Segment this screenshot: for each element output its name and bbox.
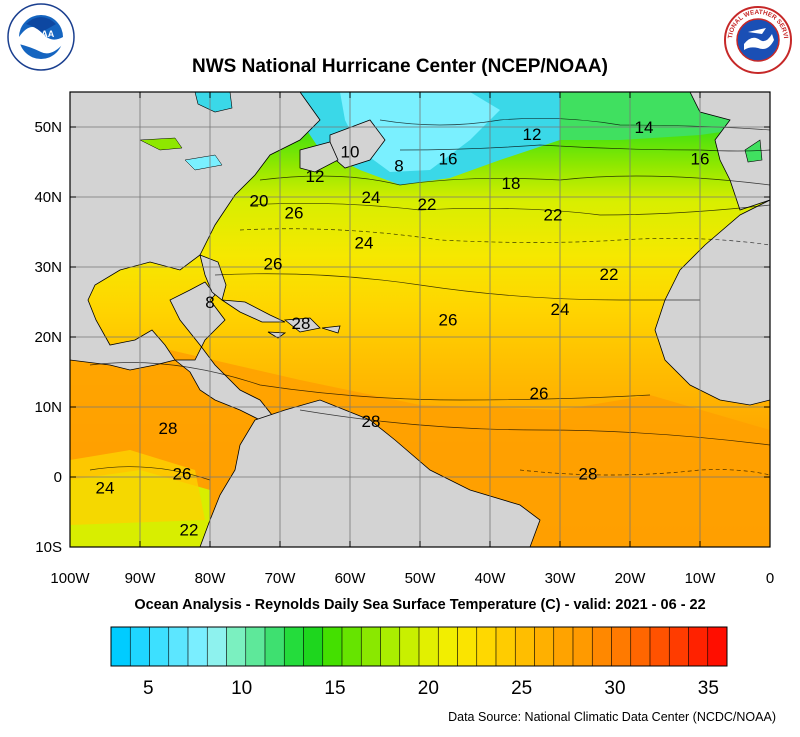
- colorbar-swatch: [264, 626, 285, 667]
- lat-tick-label: 20N: [34, 329, 62, 346]
- lat-tick-label: 10S: [35, 539, 62, 556]
- lon-tick-label: 40W: [475, 570, 507, 587]
- colorbar-swatch: [187, 626, 208, 667]
- colorbar-swatch: [534, 626, 555, 667]
- colorbar-swatch: [630, 626, 651, 667]
- colorbar-tick-label: 30: [604, 678, 625, 699]
- contour-label: 22: [544, 206, 563, 225]
- lon-tick-label: 30W: [545, 570, 577, 587]
- lon-tick-label: 50W: [405, 570, 437, 587]
- lat-tick-label: 40N: [34, 189, 62, 206]
- colorbar-swatch: [591, 626, 613, 667]
- lon-tick-label: 90W: [125, 570, 157, 587]
- colorbar-swatch: [322, 626, 343, 667]
- colorbar-swatch: [495, 626, 516, 667]
- colorbar-swatch: [360, 626, 382, 667]
- colorbar-swatch: [553, 626, 574, 667]
- contour-label: 26: [173, 465, 192, 484]
- contour-label: 22: [418, 195, 437, 214]
- contour-label: 22: [180, 521, 199, 540]
- contour-label: 8: [205, 293, 214, 312]
- contour-label: 14: [635, 118, 654, 137]
- colorbar-swatch: [283, 626, 305, 667]
- lat-tick-label: 10N: [34, 399, 62, 416]
- contour-lines: [89, 117, 770, 481]
- colorbar-tick-label: 25: [511, 678, 532, 699]
- contour-label: 26: [439, 311, 458, 330]
- colorbar-swatch: [457, 626, 478, 667]
- contour-label: 28: [292, 314, 311, 333]
- chart-title: NWS National Hurricane Center (NCEP/NOAA…: [192, 56, 608, 77]
- data-source-credit: Data Source: National Climatic Data Cent…: [448, 710, 776, 724]
- colorbar-tick-label: 20: [418, 678, 439, 699]
- contour-label: 28: [579, 465, 598, 484]
- colorbar-swatch: [688, 626, 709, 667]
- lon-tick-label: 80W: [195, 570, 227, 587]
- noaa-logo-text: NOAA: [28, 29, 55, 39]
- contour-label: 8: [394, 157, 403, 176]
- lon-tick-label: 60W: [335, 570, 367, 587]
- lon-tick-label: 70W: [265, 570, 297, 587]
- colorbar-tick-label: 35: [698, 678, 719, 699]
- contour-label: 28: [362, 412, 381, 431]
- contour-label: 18: [502, 174, 521, 193]
- contour-label: 12: [523, 125, 542, 144]
- africa-land: [654, 199, 770, 406]
- colorbar-swatch: [611, 626, 632, 667]
- colorbar-swatch: [649, 626, 670, 667]
- colorbar-tick-label: 10: [231, 678, 252, 699]
- colorbar-swatch: [110, 626, 131, 667]
- lat-tick-label: 0: [54, 469, 62, 486]
- contour-labels: 12 14 16 10 8 16 12 18 20 24 22 26 22 24 26 22 8 28 26 24 26…: [96, 118, 710, 540]
- colorbar-tick-label: 15: [324, 678, 345, 699]
- colorbar: 5 10 15 20 25 30 35: [110, 626, 728, 699]
- colorbar-swatch: [245, 626, 266, 667]
- contour-label: 26: [285, 203, 304, 222]
- colorbar-swatch: [226, 626, 247, 667]
- contour-label: 12: [306, 167, 325, 186]
- lat-tick-label: 50N: [34, 119, 62, 136]
- nws-logo: NATIONAL WEATHER SERVICE: [722, 4, 792, 74]
- colorbar-swatch: [418, 626, 439, 667]
- colorbar-swatch: [168, 626, 189, 667]
- colorbar-swatch: [129, 626, 151, 667]
- colorbar-swatch: [206, 626, 228, 667]
- colorbar-swatch: [380, 626, 401, 667]
- contour-label: 16: [439, 150, 458, 169]
- colorbar-swatch: [514, 626, 536, 667]
- lat-tick-label: 30N: [34, 259, 62, 276]
- lon-tick-label: 0: [766, 570, 774, 587]
- contour-label: 26: [530, 384, 549, 403]
- colorbar-swatch: [149, 626, 170, 667]
- map-subtitle: Ocean Analysis - Reynolds Daily Sea Surf…: [134, 597, 706, 613]
- colorbar-swatch: [707, 626, 728, 667]
- contour-label: 22: [600, 265, 619, 284]
- contour-label: 26: [264, 255, 283, 274]
- contour-label: 24: [362, 188, 381, 207]
- colorbar-tick-label: 5: [143, 678, 154, 699]
- contour-label: 24: [96, 479, 115, 498]
- colorbar-swatch: [437, 626, 459, 667]
- contour-label: 24: [551, 300, 570, 319]
- map-ticks: 100W 90W 80W 70W 60W 50W 40W 30W 20W 10W 0 50N 40N 30…: [34, 92, 774, 587]
- lon-tick-label: 20W: [615, 570, 647, 587]
- contour-label: 16: [691, 150, 710, 169]
- colorbar-swatch: [572, 626, 593, 667]
- noaa-logo: NOAA: [7, 3, 75, 71]
- colorbar-swatch: [399, 626, 420, 667]
- contour-label: 28: [159, 419, 178, 438]
- sst-map: 100W 90W 80W 70W 60W 50W 40W 30W 20W 10W 0 50N 40N 30…: [34, 91, 774, 587]
- lon-tick-label: 100W: [50, 570, 90, 587]
- lon-tick-label: 10W: [685, 570, 717, 587]
- colorbar-swatch: [341, 626, 362, 667]
- colorbar-swatch: [303, 626, 324, 667]
- contour-label: 20: [250, 192, 269, 211]
- contour-label: 10: [341, 143, 360, 162]
- colorbar-swatch: [476, 626, 497, 667]
- contour-label: 24: [355, 234, 374, 253]
- colorbar-swatch: [668, 626, 690, 667]
